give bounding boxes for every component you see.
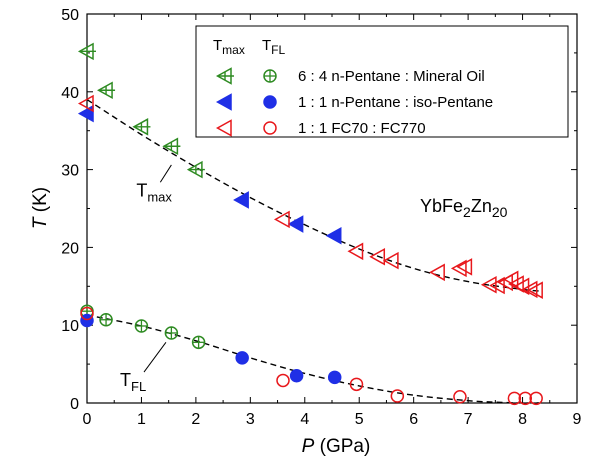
tfl-point-s2-5 — [507, 391, 522, 406]
compound-label: YbFe2Zn20 — [420, 196, 508, 220]
tfl-annotation: TFL — [120, 370, 146, 394]
tmax-point-s2-2 — [347, 242, 364, 261]
tmax-point-s1-2 — [287, 215, 304, 233]
x-axis-label: P (GPa) — [302, 436, 371, 457]
y-tick-label-0: 0 — [70, 396, 79, 413]
tfl-point-s2-7 — [529, 391, 543, 406]
tmax-point-s1-1 — [233, 191, 249, 209]
tfl-pointer — [143, 342, 167, 373]
tmax-point-s2-8 — [480, 275, 497, 294]
tmax-point-s2-3 — [369, 247, 386, 266]
tmax-point-s2-1 — [273, 210, 290, 229]
tmax-point-s2-0 — [77, 94, 94, 113]
tfl-point-s2-3 — [390, 389, 405, 403]
legend-label-fc70: 1 : 1 FC70 : FC770 — [298, 120, 426, 137]
x-tick-label-4: 4 — [300, 411, 309, 428]
tfl-point-s2-4 — [453, 390, 467, 404]
tfl-point-s1-1 — [235, 351, 249, 365]
y-tick-label-10: 10 — [61, 318, 79, 335]
tmax-point-s1-3 — [325, 226, 342, 245]
legend-tmax-marker-2 — [215, 119, 232, 137]
tmax-point-s2-14 — [521, 280, 538, 299]
tmax-point-s2-6 — [450, 259, 467, 278]
legend-tmax-marker-1 — [215, 93, 232, 111]
legend-tfl-marker-1 — [263, 95, 277, 109]
tmax-annotation: Tmax — [136, 180, 172, 204]
legend-box — [195, 25, 569, 138]
x-tick-label-0: 0 — [83, 411, 92, 428]
x-tick-label-5: 5 — [355, 411, 364, 428]
legend: Tmax TFL 6 : 4 n-Pentane : Mineral Oil 1… — [195, 25, 569, 138]
y-tick-label-50: 50 — [61, 7, 79, 24]
legend-label-mineral-oil: 6 : 4 n-Pentane : Mineral Oil — [298, 68, 485, 85]
legend-label-iso-pentane: 1 : 1 n-Pentane : iso-Pentane — [298, 94, 493, 111]
axis-ticks: 0 1 2 3 4 5 6 7 8 9 0 10 20 30 40 50 — [61, 7, 581, 428]
legend-header-tmax: Tmax — [213, 37, 245, 57]
tfl-point-s1-2 — [289, 369, 304, 383]
y-tick-label-30: 30 — [61, 163, 79, 180]
tmax-point-s1-0 — [77, 104, 94, 123]
tfl-point-s1-0 — [80, 313, 94, 328]
x-tick-label-7: 7 — [464, 411, 473, 428]
x-tick-label-3: 3 — [246, 411, 255, 428]
y-tick-label-20: 20 — [61, 240, 79, 257]
annotations: Tmax TFL — [120, 164, 172, 394]
y-axis-label: T (K) — [30, 187, 51, 229]
y-tick-label-40: 40 — [61, 85, 79, 102]
tfl-point-s1-3 — [327, 370, 342, 385]
tmax-point-s2-7 — [456, 258, 473, 276]
tmax-point-s2-15 — [527, 281, 543, 299]
legend-header-tfl: TFL — [262, 37, 286, 57]
tfl-fit-line — [87, 314, 539, 403]
x-tick-label-2: 2 — [191, 411, 200, 428]
x-tick-label-9: 9 — [573, 411, 582, 428]
x-tick-label-1: 1 — [137, 411, 146, 428]
tmax-pointer — [159, 164, 172, 183]
tfl-point-s2-0 — [80, 306, 94, 321]
x-tick-label-6: 6 — [409, 411, 418, 428]
tmax-point-s2-4 — [382, 251, 399, 270]
legend-tfl-marker-2 — [263, 121, 277, 135]
legend-markers — [215, 67, 277, 137]
tfl-point-s2-1 — [276, 373, 290, 388]
tmax-point-s2-5 — [429, 263, 445, 282]
data-points — [77, 42, 543, 406]
tfl-point-s2-2 — [349, 377, 364, 392]
x-tick-label-8: 8 — [518, 411, 527, 428]
tfl-point-s2-6 — [518, 391, 533, 406]
